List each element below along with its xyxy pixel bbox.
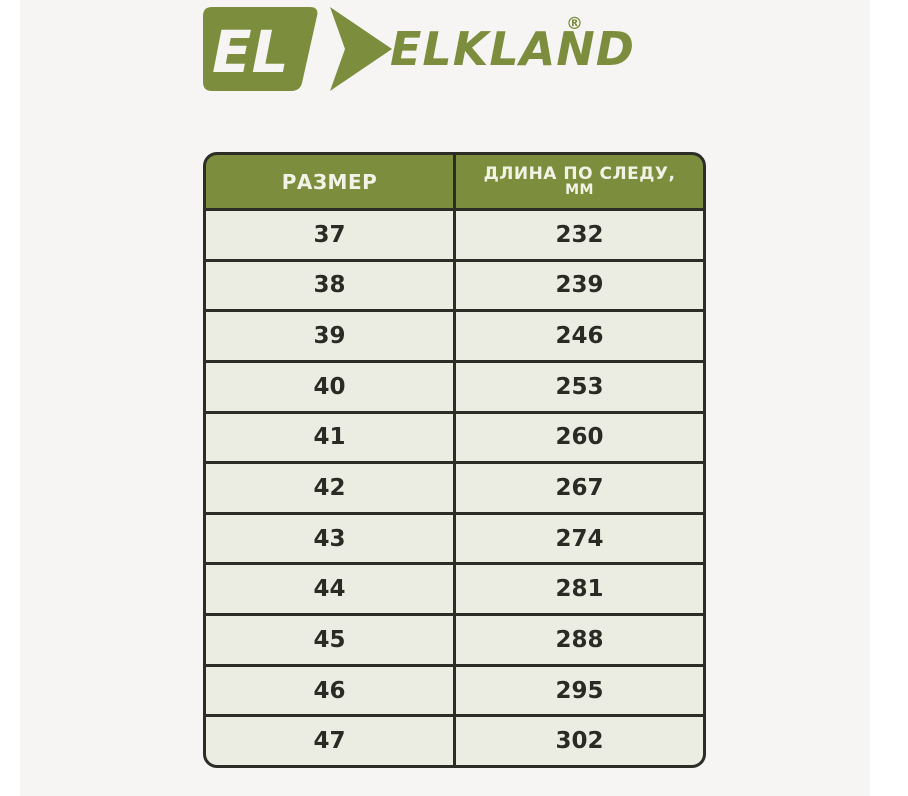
size-cell: 47: [206, 717, 453, 765]
length-cell: 246: [456, 312, 703, 360]
size-cell: 40: [206, 362, 453, 411]
length-cell: 302: [456, 717, 703, 765]
column-header-length-line2: ММ: [565, 182, 594, 198]
elkland-emblem-icon: EL: [203, 7, 392, 91]
svg-text:EL: EL: [212, 18, 289, 86]
brand-wordmark: ELKLAND: [390, 22, 635, 76]
length-cell: 295: [456, 666, 703, 715]
size-cell: 44: [206, 565, 453, 614]
size-cell: 45: [206, 616, 453, 664]
length-cell: 232: [456, 211, 703, 259]
size-cell: 39: [206, 312, 453, 360]
length-cell: 281: [456, 565, 703, 614]
size-cell: 38: [206, 261, 453, 310]
size-cell: 43: [206, 514, 453, 563]
size-cell: 37: [206, 211, 453, 259]
registered-trademark-symbol: ®: [566, 14, 583, 34]
column-header-length: ДЛИНА ПО СЛЕДУ, ММ: [456, 155, 703, 208]
size-cell: 46: [206, 666, 453, 715]
column-header-size: РАЗМЕР: [206, 155, 453, 208]
column-header-length-line1: ДЛИНА ПО СЛЕДУ,: [483, 164, 676, 184]
size-table: РАЗМЕР ДЛИНА ПО СЛЕДУ, ММ 37 232 38 239 39 24…: [203, 152, 706, 768]
size-cell: 41: [206, 413, 453, 462]
length-cell: 274: [456, 514, 703, 563]
length-cell: 288: [456, 616, 703, 664]
length-cell: 239: [456, 261, 703, 310]
size-cell: 42: [206, 464, 453, 512]
length-cell: 260: [456, 413, 703, 462]
length-cell: 267: [456, 464, 703, 512]
column-header-size-label: РАЗМЕР: [281, 169, 378, 194]
elkland-logo: EL ELKLAND ®: [198, 6, 718, 92]
length-cell: 253: [456, 362, 703, 411]
